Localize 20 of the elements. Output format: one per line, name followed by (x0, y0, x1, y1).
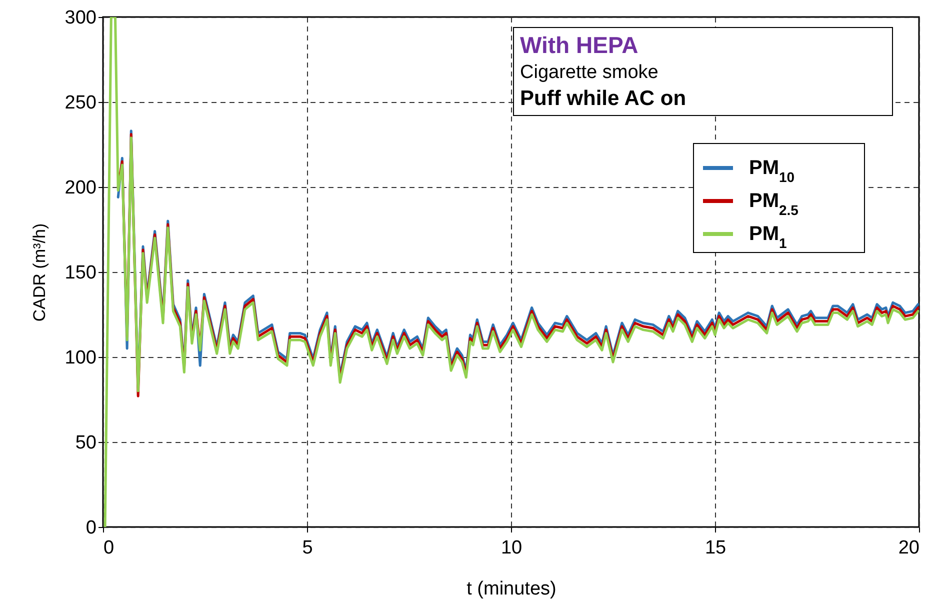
annotation: Cigarette smoke (520, 62, 660, 84)
legend-label: PM$_{10}$ (749, 157, 795, 185)
y-tick-label: 300 (64, 8, 96, 28)
text-box: With HEPA Cigarette smoke Puff while AC on (513, 27, 893, 116)
x-tick-label: 20 (898, 538, 920, 558)
x-tick-label: 15 (704, 538, 726, 558)
y-tick-label: 200 (64, 178, 96, 198)
y-tick-label: 50 (75, 432, 96, 454)
x-tick-label: 5 (302, 538, 313, 558)
annotation: Puff while AC on (520, 87, 688, 111)
x-tick-label: 0 (104, 538, 114, 558)
x-tick-label: 10 (500, 538, 522, 558)
x-axis-title: t (minutes) (466, 578, 556, 600)
y-tick-label: 250 (64, 92, 96, 114)
y-tick-label: 100 (64, 348, 96, 368)
y-tick-label: 150 (64, 262, 96, 284)
legend-label: PM$_{1}$ (749, 223, 787, 251)
y-tick-label: 0 (86, 518, 96, 538)
y-axis-title: CADR (m³/h) (30, 223, 49, 322)
legend-label: PM$_{2.5}$ (749, 190, 799, 218)
